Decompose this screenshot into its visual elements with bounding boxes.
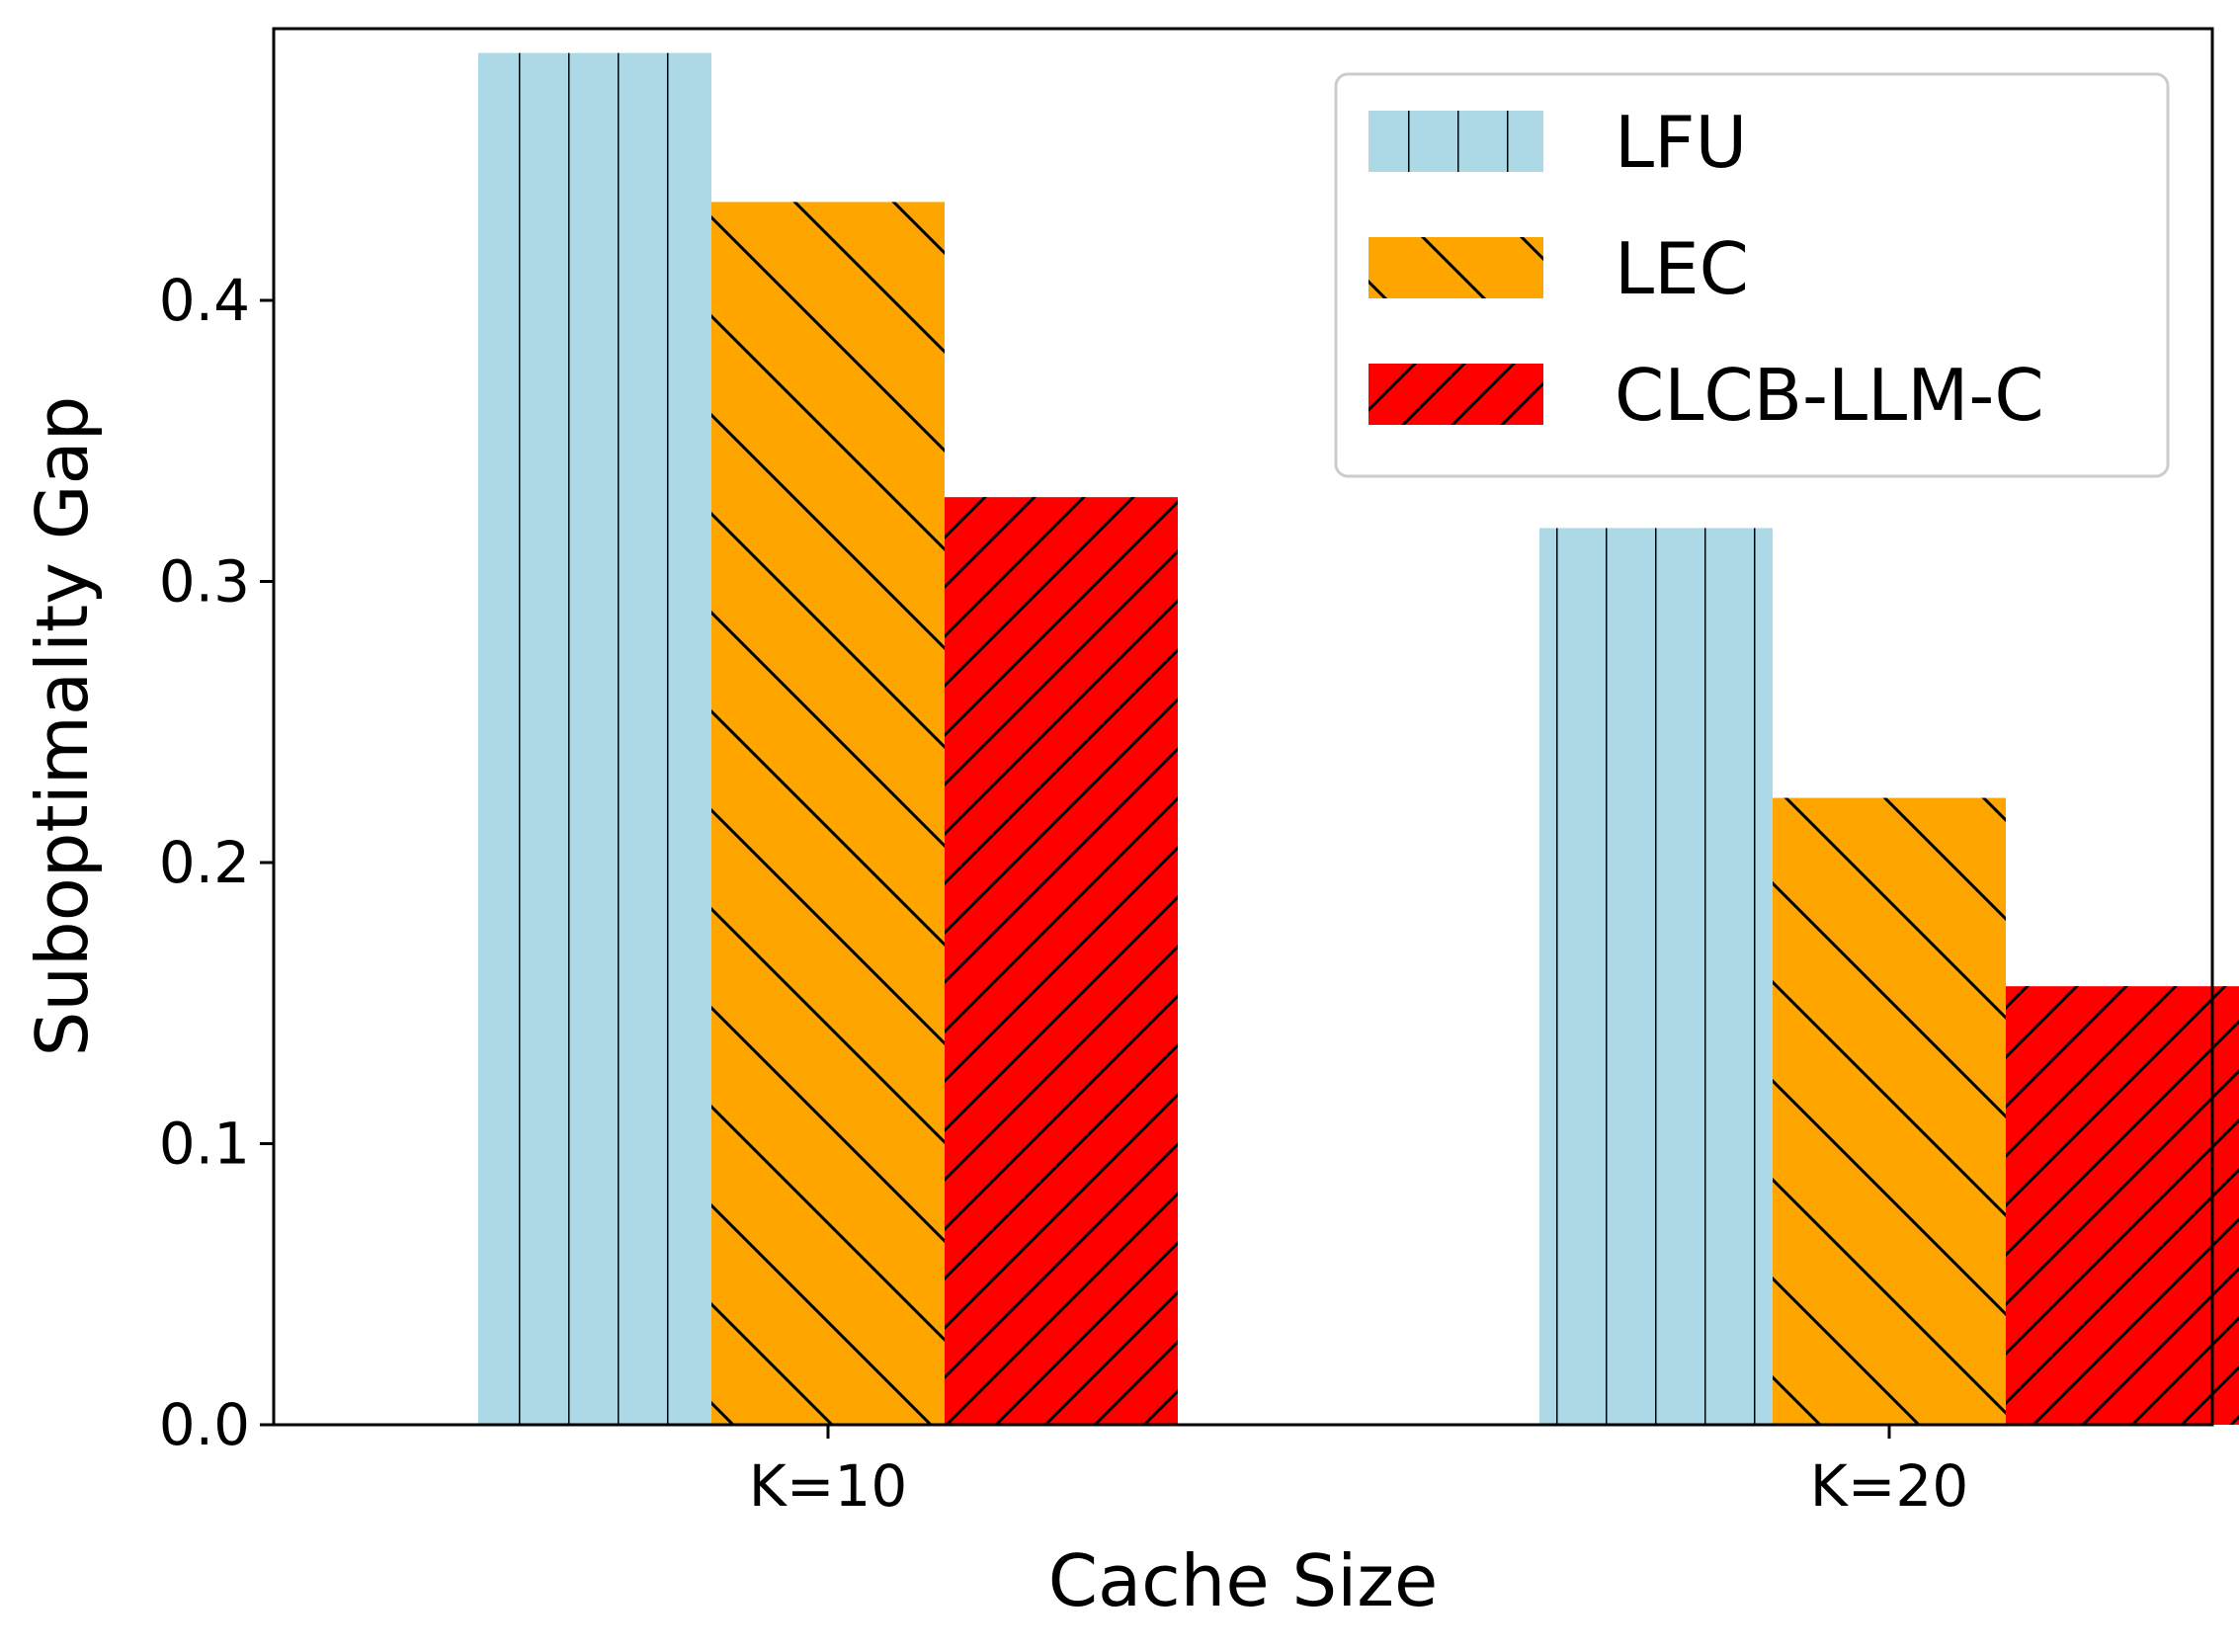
plot-frame xyxy=(272,27,2214,1427)
x-axis-title: Cache Size xyxy=(1048,1539,1439,1622)
y-tick-label: 0.1 xyxy=(159,1111,250,1178)
bar-hatch-clcb-llm-c-k=20 xyxy=(2006,986,2239,1425)
y-tick-label: 0.4 xyxy=(159,267,250,334)
legend-label-lfu: LFU xyxy=(1615,101,1747,184)
y-tick-label: 0.2 xyxy=(159,829,250,896)
legend-frame xyxy=(1334,72,2170,478)
legend-swatch-hatch-lfu xyxy=(1368,111,1543,172)
y-axis-title: Suboptimality Gap xyxy=(21,396,104,1057)
legend-swatch-hatch-clcb-llm-c xyxy=(1368,364,1543,425)
bar-hatch-clcb-llm-c-k=10 xyxy=(945,497,1178,1425)
y-tick-label: 0.3 xyxy=(159,548,250,616)
y-axis: 0.0 0.1 0.2 0.3 0.4 xyxy=(159,267,274,1458)
legend: LFU LEC CLCB-LLM-C xyxy=(1334,72,2170,478)
x-axis: K=10 K=20 xyxy=(749,1425,1968,1520)
bar-hatch-lfu-k=20 xyxy=(1539,528,1773,1425)
bar-hatch-lfu-k=10 xyxy=(478,52,711,1425)
y-tick-label: 0.0 xyxy=(159,1391,250,1458)
legend-label-lec: LEC xyxy=(1615,227,1749,310)
bars-group xyxy=(478,52,2239,1425)
x-tick-label: K=10 xyxy=(749,1452,907,1520)
legend-swatch-hatch-lec xyxy=(1368,237,1543,298)
legend-label-clcb-llm-c: CLCB-LLM-C xyxy=(1615,354,2044,437)
bar-hatch-lec-k=10 xyxy=(711,202,945,1425)
x-tick-label: K=20 xyxy=(1810,1452,1968,1520)
bar-hatch-lec-k=20 xyxy=(1773,797,2006,1425)
